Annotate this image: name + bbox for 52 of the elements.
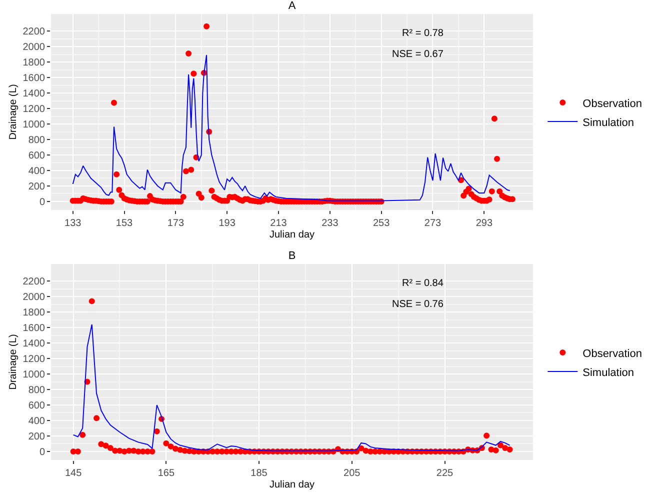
x-tick-label: 185 xyxy=(250,468,268,479)
annotation: NSE = 0.76 xyxy=(392,299,444,310)
y-tick-label: 800 xyxy=(28,135,46,146)
y-tick-label: 0 xyxy=(39,446,46,458)
x-tick-label: 273 xyxy=(424,218,442,229)
y-tick-label: 0 xyxy=(39,196,46,208)
y-tick-label: 200 xyxy=(28,431,46,442)
x-tick-label: 145 xyxy=(64,468,82,479)
y-tick-label: 1400 xyxy=(22,88,46,100)
y-axis-title: Drainage (L) xyxy=(8,84,19,140)
y-tick-label: 1400 xyxy=(22,338,46,350)
y-tick-label: 800 xyxy=(28,385,46,396)
y-tick-label: 1000 xyxy=(22,370,46,381)
annotation: NSE = 0.67 xyxy=(392,49,444,60)
x-tick-label: 253 xyxy=(372,218,390,229)
y-tick-label: 400 xyxy=(28,416,46,427)
x-axis-title: Julian day xyxy=(269,480,315,490)
y-tick-label: 1800 xyxy=(22,308,46,319)
annotation: R² = 0.78 xyxy=(402,28,444,39)
x-tick-label: 233 xyxy=(322,218,339,229)
y-tick-label: 1200 xyxy=(22,354,46,366)
y-tick-label: 600 xyxy=(28,150,46,162)
x-tick-label: 173 xyxy=(167,218,184,229)
chart-title: A xyxy=(288,0,296,12)
x-tick-label: 165 xyxy=(158,468,175,479)
y-tick-label: 1000 xyxy=(22,120,46,131)
y-tick-label: 1800 xyxy=(22,58,46,69)
legend-label: Simulation xyxy=(582,116,634,129)
y-tick-label: 2000 xyxy=(22,42,46,54)
x-tick-label: 153 xyxy=(116,218,134,229)
x-tick-label: 225 xyxy=(436,468,454,479)
y-axis-title: Drainage (L) xyxy=(8,334,19,390)
x-tick-label: 133 xyxy=(64,218,82,229)
y-tick-label: 1600 xyxy=(22,323,46,334)
x-tick-label: 205 xyxy=(344,468,361,479)
chart-title: B xyxy=(288,250,296,262)
y-tick-label: 1200 xyxy=(22,104,46,116)
y-tick-label: 2200 xyxy=(22,276,46,288)
y-tick-label: 2200 xyxy=(22,26,46,38)
y-tick-label: 1600 xyxy=(22,73,46,84)
x-tick-label: 293 xyxy=(476,218,493,229)
x-tick-label: 193 xyxy=(218,218,236,229)
y-tick-label: 2000 xyxy=(22,292,46,304)
legend-label: Observation xyxy=(582,348,642,360)
annotation: R² = 0.84 xyxy=(402,278,444,289)
y-tick-label: 200 xyxy=(28,181,46,192)
legend-label: Observation xyxy=(582,98,642,110)
y-tick-label: 400 xyxy=(28,166,46,177)
legend-label: Simulation xyxy=(582,366,634,379)
y-tick-label: 600 xyxy=(28,400,46,412)
x-axis-title: Julian day xyxy=(269,230,315,240)
x-tick-label: 213 xyxy=(270,218,288,229)
